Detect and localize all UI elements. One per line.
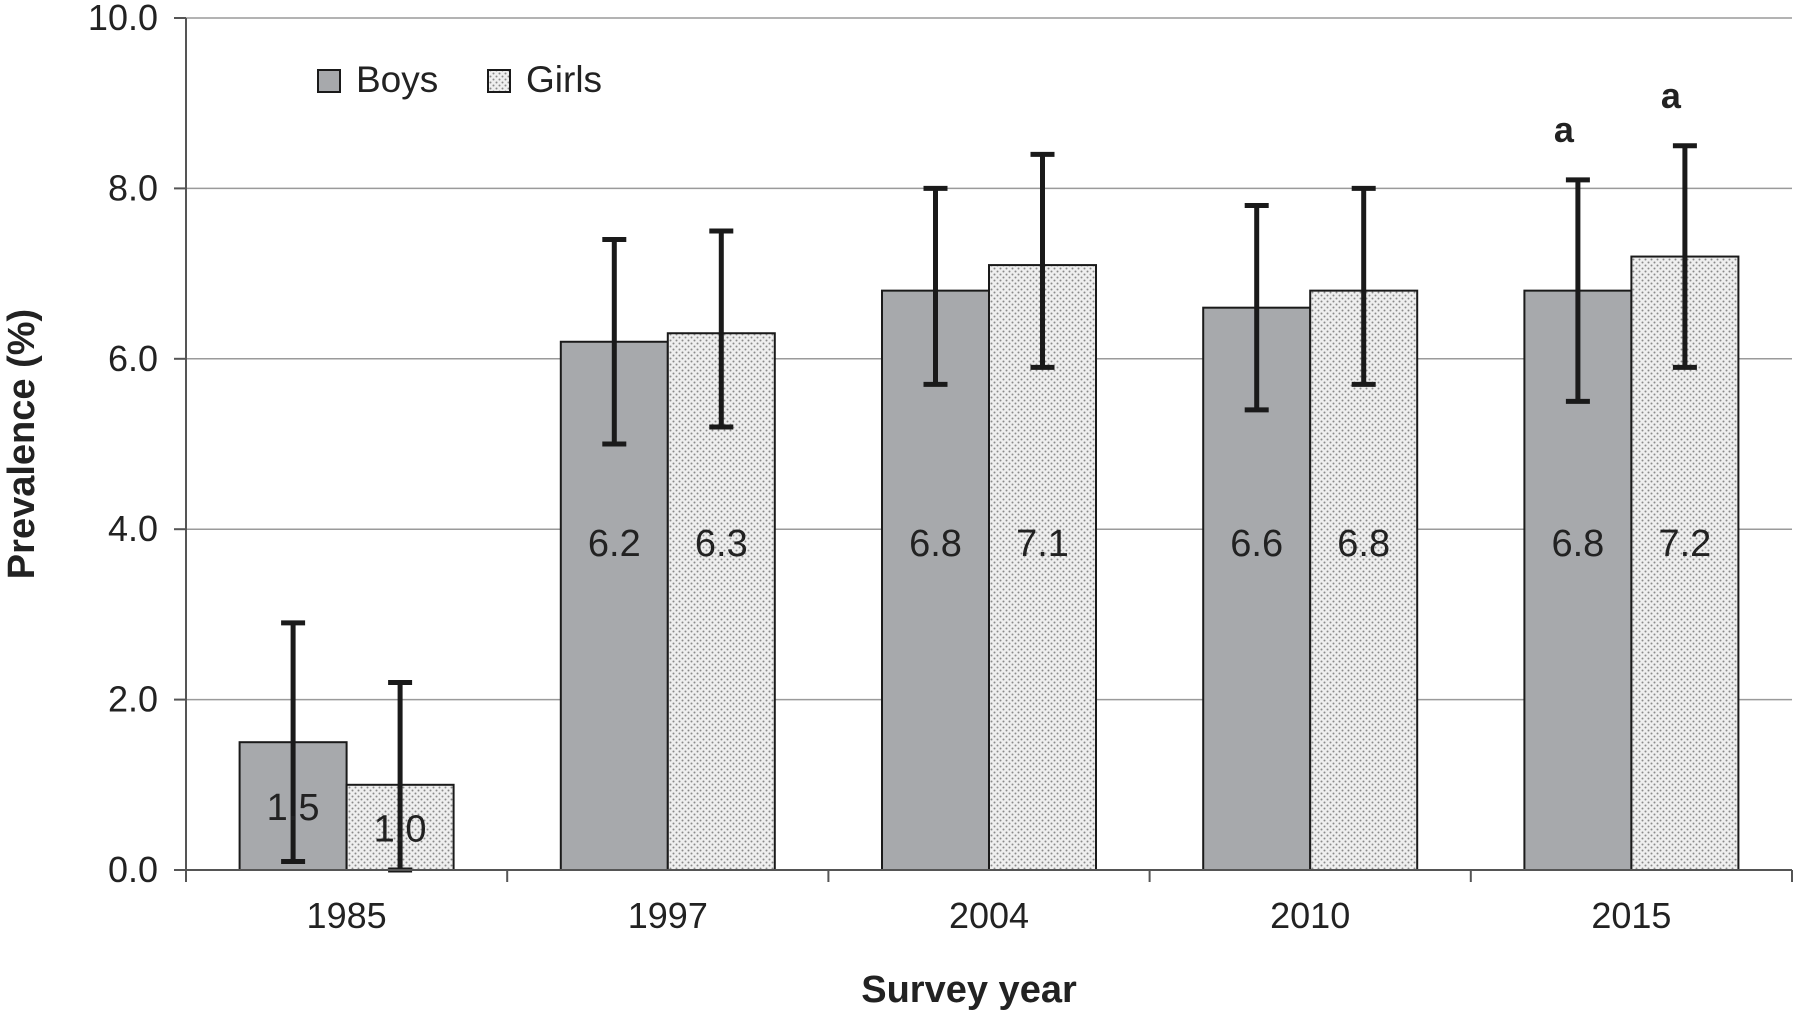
y-tick-label: 0.0 bbox=[108, 849, 158, 890]
data-label-boys-1985: 1.5 bbox=[267, 787, 320, 829]
bars bbox=[238, 143, 1740, 873]
x-tick-label-2004: 2004 bbox=[949, 895, 1029, 936]
y-tick-label: 6.0 bbox=[108, 338, 158, 379]
annotation-girls: a bbox=[1661, 75, 1682, 116]
y-tick-label: 10.0 bbox=[88, 0, 158, 38]
y-tick-label: 2.0 bbox=[108, 679, 158, 720]
data-label-girls-2004: 7.1 bbox=[1016, 523, 1069, 565]
y-tick-label: 4.0 bbox=[108, 508, 158, 549]
labels: 0.0 2.0 4.0 6.0 8.0 10.0 1985 1997 2004 2010 2015 1… bbox=[88, 0, 1711, 936]
data-label-girls-1985: 1.0 bbox=[374, 808, 427, 850]
y-tick-label: 8.0 bbox=[108, 167, 158, 208]
bar-boys-2004 bbox=[881, 289, 990, 871]
x-tick-label-1985: 1985 bbox=[307, 895, 387, 936]
x-tick-label-1997: 1997 bbox=[628, 895, 708, 936]
legend-label-boys: Boys bbox=[356, 59, 438, 100]
bar-girls-2010 bbox=[1309, 289, 1419, 871]
data-label-girls-1997: 6.3 bbox=[695, 523, 748, 565]
legend-label-girls: Girls bbox=[526, 59, 602, 100]
data-label-boys-1997: 6.2 bbox=[588, 523, 641, 565]
legend-swatch-boys bbox=[317, 69, 341, 93]
data-label-girls-2010: 6.8 bbox=[1337, 523, 1390, 565]
y-axis-title: Prevalence (%) bbox=[1, 309, 43, 579]
legend: Boys Girls bbox=[317, 59, 602, 100]
data-label-boys-2004: 6.8 bbox=[909, 523, 962, 565]
data-label-boys-2010: 6.6 bbox=[1230, 523, 1283, 565]
x-tick-label-2010: 2010 bbox=[1270, 895, 1350, 936]
legend-swatch-girls bbox=[487, 69, 511, 93]
annotation-boys: a bbox=[1554, 109, 1575, 150]
x-tick-label-2015: 2015 bbox=[1591, 895, 1671, 936]
data-label-boys-2015: 6.8 bbox=[1551, 523, 1604, 565]
x-axis-title: Survey year bbox=[861, 969, 1077, 1011]
data-label-girls-2015: 7.2 bbox=[1658, 523, 1711, 565]
axes bbox=[174, 17, 1793, 882]
